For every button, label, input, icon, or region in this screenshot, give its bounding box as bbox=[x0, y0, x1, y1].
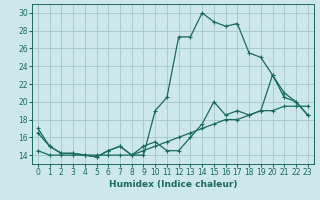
X-axis label: Humidex (Indice chaleur): Humidex (Indice chaleur) bbox=[108, 180, 237, 189]
